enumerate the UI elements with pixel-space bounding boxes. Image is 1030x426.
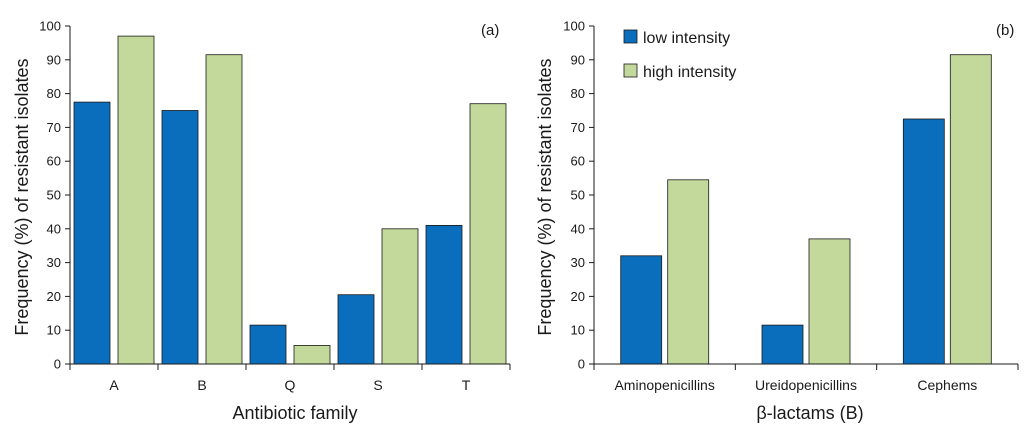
y-axis-title-b: Frequency (%) of resistant isolates [535, 58, 555, 335]
legend-swatch-low [623, 29, 638, 44]
chart-panel-a: Frequency (%) of resistant isolates Anti… [12, 19, 511, 423]
x-tick-label-a-s: S [373, 377, 382, 393]
y-tick-label-b-70: 70 [571, 120, 585, 135]
y-tick-label-a-10: 10 [47, 323, 61, 338]
x-tick-label-b-ureidopenicillins: Ureidopenicillins [755, 377, 857, 393]
x-tick-label-a-b: B [197, 377, 206, 393]
y-tick-label-b-50: 50 [571, 188, 585, 203]
y-tick-label-a-60: 60 [47, 154, 61, 169]
bar-b-low-ureidopenicillins [761, 324, 804, 365]
bar-a-high-s [381, 228, 419, 365]
y-axis-title-a: Frequency (%) of resistant isolates [12, 58, 32, 335]
bar-a-low-q [249, 324, 287, 365]
bar-b-low-cephems [902, 118, 945, 365]
y-tick-label-a-100: 100 [39, 19, 61, 34]
y-tick-label-b-0: 0 [578, 357, 585, 372]
legend-swatch-high [623, 63, 638, 78]
legend: low intensity high intensity [623, 29, 736, 81]
y-tick-label-a-0: 0 [54, 357, 61, 372]
bar-a-high-a [117, 35, 155, 365]
panel-label-b: (b) [996, 22, 1014, 39]
y-tick-label-b-60: 60 [571, 154, 585, 169]
y-tick-label-b-20: 20 [571, 289, 585, 304]
chart-panel-b: Frequency (%) of resistant isolates β-la… [535, 19, 1019, 423]
y-tick-label-a-30: 30 [47, 255, 61, 270]
y-tick-label-a-90: 90 [47, 52, 61, 67]
y-tick-label-b-40: 40 [571, 221, 585, 236]
bar-a-high-t [469, 103, 507, 365]
y-tick-label-b-80: 80 [571, 86, 585, 101]
y-tick-label-a-40: 40 [47, 221, 61, 236]
bar-b-high-aminopenicillins [667, 179, 710, 365]
x-tick-label-a-q: Q [285, 377, 296, 393]
bar-a-high-q [293, 344, 331, 365]
x-tick-label-b-aminopenicillins: Aminopenicillins [614, 377, 714, 393]
x-axis-title-b: β-lactams (B) [756, 403, 863, 423]
y-tick-label-a-20: 20 [47, 289, 61, 304]
y-tick-label-a-50: 50 [47, 188, 61, 203]
x-tick-label-b-cephems: Cephems [917, 377, 977, 393]
bar-a-low-t [425, 224, 463, 365]
panel-label-a: (a) [481, 22, 499, 39]
bar-b-low-aminopenicillins [620, 255, 663, 365]
y-tick-label-a-70: 70 [47, 120, 61, 135]
y-tick-label-a-80: 80 [47, 86, 61, 101]
bar-a-low-a [73, 101, 111, 365]
bar-a-low-b [161, 110, 199, 365]
y-tick-label-b-10: 10 [571, 323, 585, 338]
y-tick-label-b-90: 90 [571, 52, 585, 67]
bar-b-high-ureidopenicillins [808, 238, 851, 365]
x-tick-label-a-a: A [109, 377, 119, 393]
bar-a-high-b [205, 54, 243, 365]
legend-label-low: low intensity [643, 30, 730, 47]
bar-b-high-cephems [949, 54, 992, 365]
y-tick-label-b-100: 100 [563, 19, 585, 34]
legend-label-high: high intensity [643, 64, 736, 81]
bar-a-low-s [337, 294, 375, 365]
y-tick-label-b-30: 30 [571, 255, 585, 270]
x-axis-title-a: Antibiotic family [232, 403, 357, 423]
x-tick-label-a-t: T [462, 377, 471, 393]
